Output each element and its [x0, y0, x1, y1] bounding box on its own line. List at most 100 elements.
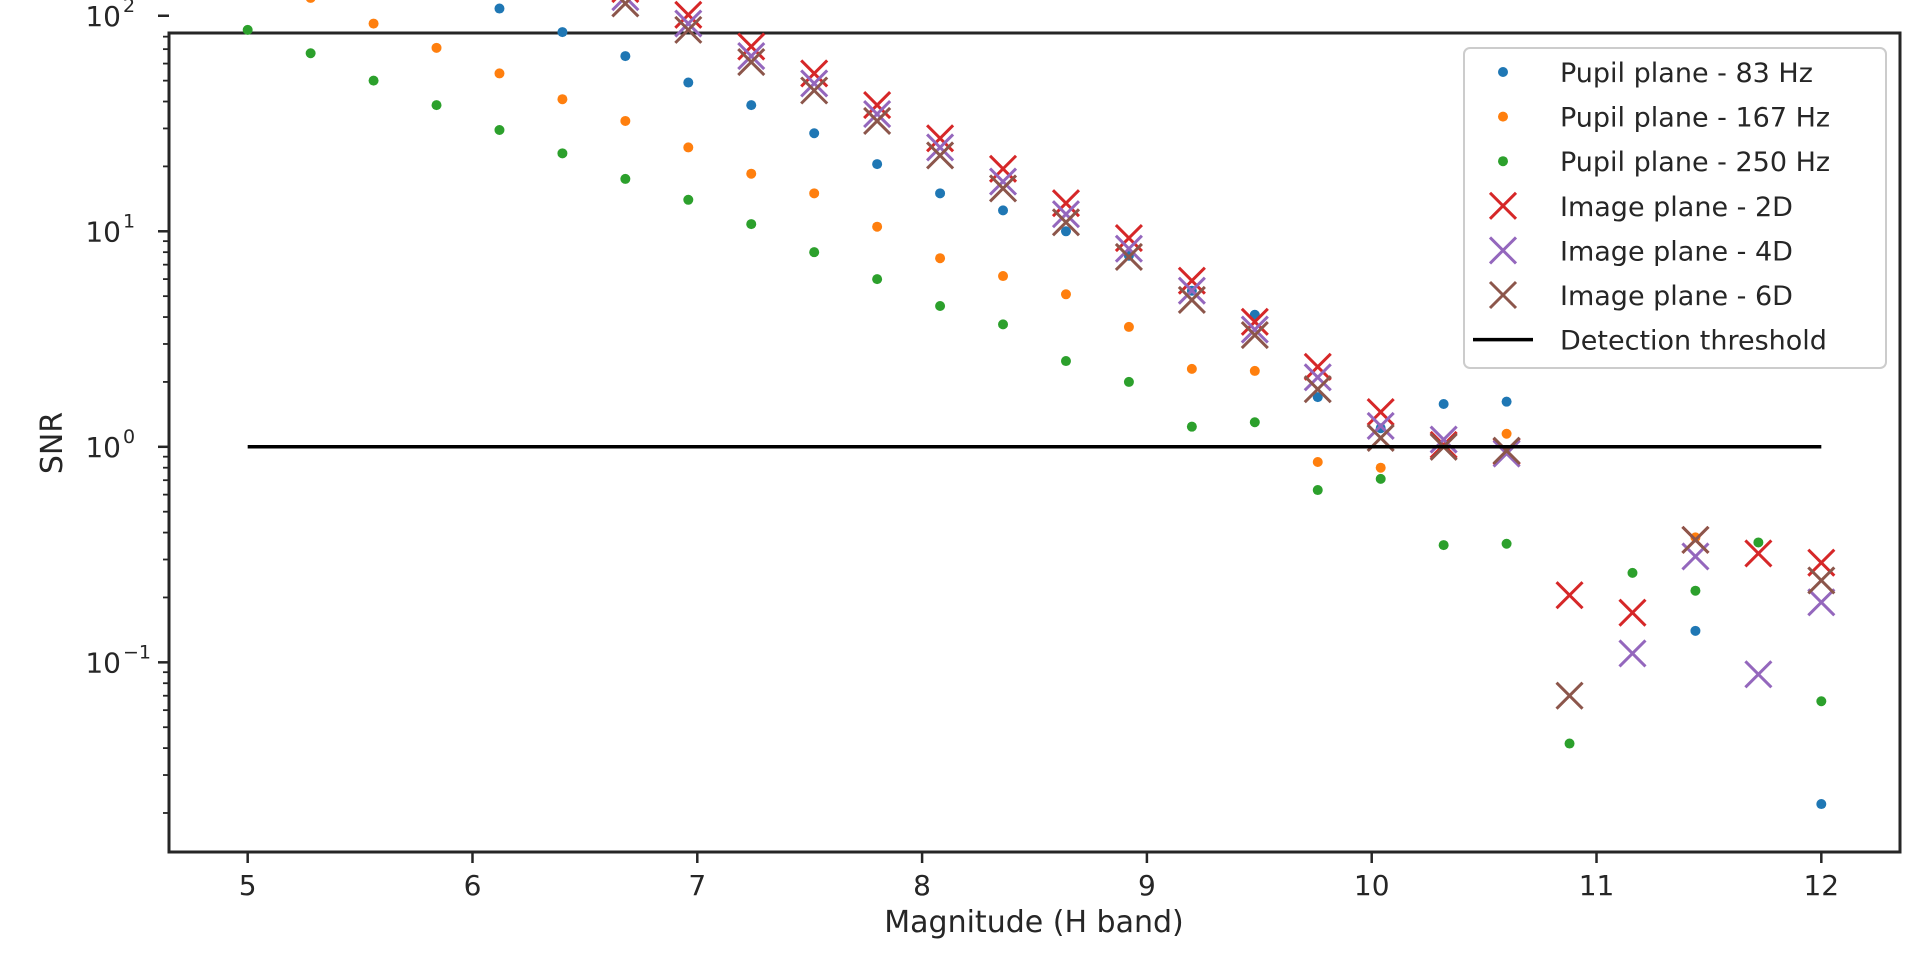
- point-image-plane-4d: [611, 0, 640, 12]
- x-tick-label: 6: [464, 869, 482, 902]
- point-pupil-plane-250-hz: [746, 219, 757, 230]
- x-tick-label: 9: [1138, 869, 1156, 902]
- point-pupil-plane-250-hz: [998, 319, 1009, 330]
- point-image-plane-4d: [863, 99, 892, 129]
- point-pupil-plane-250-hz: [872, 274, 883, 285]
- point-pupil-plane-83-hz: [1690, 625, 1701, 636]
- point-pupil-plane-167-hz: [306, 0, 316, 3]
- point-image-plane-4d: [1051, 200, 1081, 229]
- y-tick-exponent: 0: [123, 426, 135, 448]
- legend-label: Pupil plane - 83 Hz: [1560, 58, 1813, 89]
- point-pupil-plane-167-hz: [1060, 289, 1071, 300]
- point-pupil-plane-250-hz: [305, 48, 316, 59]
- point-pupil-plane-167-hz: [1186, 363, 1197, 374]
- point-pupil-plane-83-hz: [683, 77, 694, 88]
- point-image-plane-4d: [1744, 660, 1773, 689]
- point-image-plane-6d: [800, 76, 829, 105]
- point-pupil-plane-167-hz: [620, 115, 631, 126]
- point-pupil-plane-167-hz: [809, 188, 820, 199]
- point-image-plane-2d: [1366, 397, 1395, 427]
- point-image-plane-2d: [988, 154, 1018, 183]
- point-pupil-plane-83-hz: [1816, 799, 1827, 810]
- point-pupil-plane-250-hz: [1312, 485, 1323, 496]
- point-image-plane-4d: [1618, 639, 1647, 668]
- point-image-plane-6d: [1555, 681, 1584, 710]
- point-pupil-plane-167-hz: [557, 94, 568, 105]
- point-pupil-plane-250-hz: [242, 24, 253, 35]
- point-pupil-plane-167-hz: [494, 68, 505, 79]
- point-image-plane-6d: [988, 174, 1018, 203]
- legend-marker-image-plane-4d: [1488, 236, 1518, 265]
- point-image-plane-4d: [737, 42, 766, 71]
- legend-label: Detection threshold: [1560, 326, 1827, 357]
- x-tick-label: 7: [688, 869, 706, 902]
- point-pupil-plane-250-hz: [809, 247, 820, 258]
- point-pupil-plane-167-hz: [1375, 462, 1386, 473]
- legend-marker-pupil-plane-250-hz: [1498, 156, 1508, 167]
- point-pupil-plane-83-hz: [557, 27, 568, 38]
- y-tick-exponent: 1: [123, 210, 135, 232]
- point-image-plane-6d: [1177, 285, 1206, 315]
- point-image-plane-6d: [611, 0, 640, 18]
- point-image-plane-6d: [863, 106, 892, 136]
- point-pupil-plane-83-hz: [494, 3, 505, 14]
- legend-label: Pupil plane - 250 Hz: [1560, 147, 1830, 178]
- point-pupil-plane-167-hz: [872, 221, 883, 232]
- point-image-plane-2d: [1303, 352, 1332, 381]
- point-pupil-plane-250-hz: [1123, 376, 1134, 387]
- point-image-plane-6d: [674, 15, 703, 44]
- legend-marker-pupil-plane-167-hz: [1498, 111, 1508, 122]
- point-pupil-plane-250-hz: [1816, 696, 1827, 707]
- point-pupil-plane-250-hz: [431, 100, 442, 111]
- point-pupil-plane-83-hz: [809, 128, 820, 139]
- point-pupil-plane-250-hz: [683, 194, 694, 205]
- point-pupil-plane-83-hz: [1375, 423, 1386, 434]
- y-tick-label: 10: [85, 215, 121, 248]
- y-tick-label: 10: [85, 646, 121, 679]
- legend-label: Image plane - 4D: [1560, 236, 1793, 267]
- point-image-plane-4d: [1114, 234, 1143, 263]
- point-pupil-plane-167-hz: [1123, 321, 1134, 332]
- point-pupil-plane-250-hz: [1438, 540, 1449, 551]
- point-image-plane-6d: [1051, 208, 1081, 237]
- point-pupil-plane-167-hz: [1690, 532, 1701, 543]
- point-pupil-plane-167-hz: [683, 142, 694, 153]
- x-axis-label: Magnitude (H band): [884, 905, 1183, 940]
- legend-label: Image plane - 6D: [1560, 281, 1793, 312]
- point-pupil-plane-83-hz: [1312, 392, 1323, 403]
- point-pupil-plane-250-hz: [1060, 356, 1071, 367]
- point-pupil-plane-83-hz: [1501, 396, 1512, 407]
- legend-label: Image plane - 2D: [1560, 192, 1793, 223]
- point-image-plane-6d: [1303, 375, 1332, 404]
- point-pupil-plane-250-hz: [935, 301, 946, 312]
- point-pupil-plane-250-hz: [1690, 585, 1701, 596]
- point-pupil-plane-250-hz: [557, 148, 568, 159]
- legend-marker-pupil-plane-83-hz: [1498, 67, 1508, 77]
- point-pupil-plane-83-hz: [998, 205, 1009, 216]
- point-pupil-plane-83-hz: [1438, 398, 1449, 409]
- x-tick-label: 8: [913, 869, 931, 902]
- x-axis-ticks: 5 6 7 8 9 10 11 12: [239, 852, 1839, 902]
- point-image-plane-6d: [1114, 242, 1143, 272]
- point-pupil-plane-250-hz: [1627, 567, 1638, 578]
- x-tick-label: 5: [239, 869, 257, 902]
- point-pupil-plane-83-hz: [872, 159, 883, 170]
- point-image-plane-2d: [1618, 598, 1647, 627]
- point-pupil-plane-167-hz: [1249, 365, 1260, 376]
- point-image-plane-2d: [1555, 581, 1584, 610]
- x-tick-label: 12: [1803, 869, 1839, 902]
- data-series: [242, 0, 1836, 810]
- point-pupil-plane-167-hz: [1312, 457, 1323, 468]
- legend-label: Pupil plane - 167 Hz: [1560, 103, 1830, 134]
- point-image-plane-6d: [1681, 525, 1710, 554]
- point-image-plane-6d: [737, 47, 766, 77]
- y-tick-label: 10: [85, 0, 121, 33]
- point-image-plane-6d: [1807, 566, 1836, 595]
- point-pupil-plane-83-hz: [1060, 226, 1071, 237]
- point-image-plane-4d: [1366, 411, 1395, 440]
- point-pupil-plane-167-hz: [431, 42, 442, 53]
- point-pupil-plane-83-hz: [935, 188, 946, 199]
- legend-marker-image-plane-2d: [1488, 191, 1518, 220]
- point-pupil-plane-250-hz: [620, 173, 631, 184]
